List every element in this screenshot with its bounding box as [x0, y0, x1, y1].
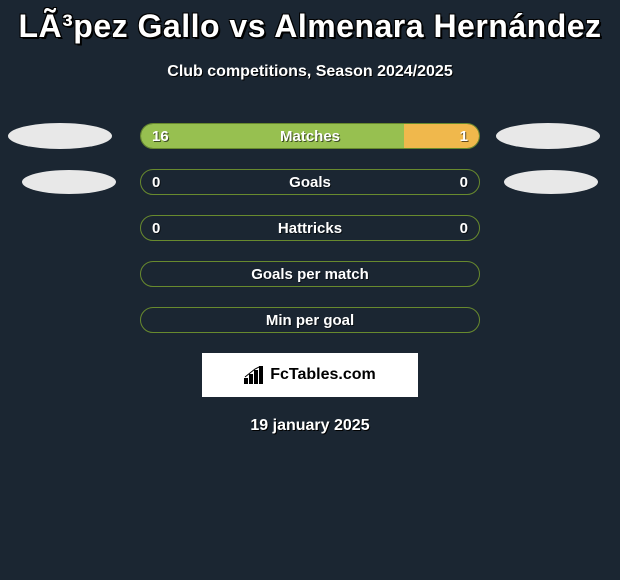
player-photo-right — [504, 170, 598, 194]
stat-row: Hattricks00 — [0, 215, 620, 241]
stat-bar: Matches — [140, 123, 480, 149]
stats-rows: Matches161 Goals00 Hattricks00 Goals per ma… — [0, 123, 620, 333]
stat-label: Hattricks — [141, 216, 479, 240]
player-photo-left — [22, 170, 116, 194]
comparison-subtitle: Club competitions, Season 2024/2025 — [0, 63, 620, 81]
site-logo[interactable]: FcTables.com — [202, 353, 418, 397]
stat-row: Goals per match — [0, 261, 620, 287]
stat-label: Goals per match — [141, 262, 479, 286]
stat-bar: Hattricks — [140, 215, 480, 241]
stat-bar: Goals per match — [140, 261, 480, 287]
stat-bar-right-fill — [404, 124, 479, 148]
player-photo-right — [496, 123, 600, 149]
stat-row: Goals00 — [0, 169, 620, 195]
stat-bar: Goals — [140, 169, 480, 195]
player-photo-left — [8, 123, 112, 149]
stat-row: Min per goal — [0, 307, 620, 333]
stat-label: Goals — [141, 170, 479, 194]
stat-row: Matches161 — [0, 123, 620, 149]
snapshot-date: 19 january 2025 — [0, 417, 620, 435]
chart-icon — [244, 366, 266, 384]
stat-bar: Min per goal — [140, 307, 480, 333]
comparison-title: LÃ³pez Gallo vs Almenara Hernández — [0, 8, 620, 45]
stat-bar-left-fill — [141, 124, 406, 148]
stat-label: Min per goal — [141, 308, 479, 332]
site-logo-text: FcTables.com — [270, 366, 376, 384]
